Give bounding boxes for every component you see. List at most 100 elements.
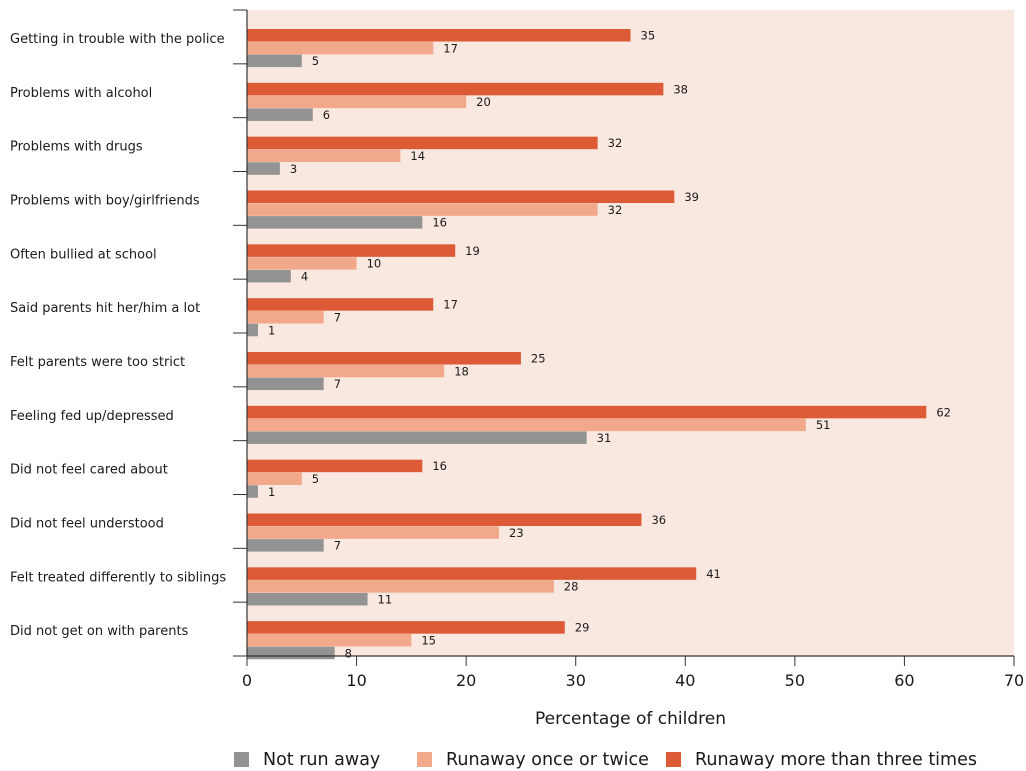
data-label: 51: [816, 418, 831, 432]
category-label: Problems with drugs: [10, 140, 143, 155]
bar: [247, 431, 587, 444]
bar: [247, 459, 423, 473]
data-label: 39: [684, 190, 699, 204]
category-label: Problems with alcohol: [10, 86, 152, 101]
bar: [247, 646, 335, 660]
bar: [247, 108, 313, 121]
data-label: 16: [432, 459, 447, 473]
bar: [247, 580, 554, 593]
category-label: Did not feel cared about: [10, 463, 168, 478]
bar: [247, 149, 401, 162]
bar: [247, 257, 357, 270]
bar: [247, 592, 368, 606]
x-tick-label: 30: [566, 671, 586, 690]
data-label: 29: [575, 621, 590, 635]
data-label: 8: [345, 646, 352, 660]
data-label: 11: [378, 592, 393, 606]
data-label: 35: [641, 29, 656, 43]
bar: [247, 298, 434, 311]
bar: [247, 621, 565, 634]
data-label: 4: [301, 269, 308, 283]
bar: [247, 352, 521, 365]
data-label: 31: [597, 431, 612, 445]
category-label: Getting in trouble with the police: [10, 32, 225, 47]
bar: [247, 323, 258, 337]
bar: [247, 472, 302, 485]
data-label: 16: [432, 216, 447, 230]
data-label: 14: [410, 149, 425, 163]
bar: [247, 526, 500, 539]
bar: [247, 82, 664, 96]
x-tick-label: 60: [894, 671, 914, 690]
bar: [247, 29, 631, 42]
data-label: 36: [651, 513, 666, 527]
bar: [247, 95, 467, 109]
category-label: Often bullied at school: [10, 247, 157, 262]
x-tick-label: 20: [456, 671, 476, 690]
x-tick-labels: 0 10 20 30 40 50 60 70: [242, 671, 1024, 690]
category-label: Did not get on with parents: [10, 624, 189, 639]
data-label: 7: [334, 310, 341, 324]
bar: [247, 244, 456, 257]
category-label: Feeling fed up/depressed: [10, 409, 174, 424]
bar: [247, 216, 423, 229]
data-label: 32: [608, 203, 623, 217]
x-tick-label: 50: [785, 671, 805, 690]
x-axis-title: Percentage of children: [535, 709, 726, 729]
data-label: 5: [312, 472, 319, 486]
bar: [247, 364, 445, 378]
bar: [247, 162, 280, 175]
bar: [247, 539, 324, 552]
data-label: 17: [443, 41, 458, 55]
bar: [247, 633, 412, 647]
bar: [247, 567, 697, 580]
data-label: 41: [706, 567, 721, 581]
data-label: 62: [936, 405, 951, 419]
data-label: 7: [334, 377, 341, 391]
legend: Not run away Runaway once or twice Runaway…: [234, 750, 977, 770]
bars: 3517538206321433932161910417712518762513…: [247, 29, 951, 660]
data-label: 5: [312, 54, 319, 68]
x-tick-label: 0: [242, 671, 252, 690]
data-label: 23: [509, 526, 524, 540]
x-tick-label: 40: [675, 671, 695, 690]
bar: [247, 136, 598, 150]
data-label: 18: [454, 364, 469, 378]
legend-label: Runaway once or twice: [446, 750, 649, 770]
bar: [247, 405, 927, 419]
legend-swatch: [234, 752, 249, 767]
category-label: Felt treated differently to siblings: [10, 570, 226, 585]
category-labels: Getting in trouble with the police Proble…: [10, 32, 226, 639]
data-label: 7: [334, 539, 341, 553]
bar: [247, 485, 258, 498]
legend-swatch: [666, 752, 681, 767]
data-label: 6: [323, 108, 330, 122]
data-label: 3: [290, 162, 297, 176]
category-label: Felt parents were too strict: [10, 355, 185, 370]
bar: [247, 377, 324, 391]
data-label: 20: [476, 95, 491, 109]
legend-swatch: [417, 752, 432, 767]
category-label: Did not feel understood: [10, 516, 164, 531]
category-label: Said parents hit her/him a lot: [10, 301, 200, 316]
data-label: 28: [564, 580, 579, 594]
legend-label: Runaway more than three times: [695, 750, 977, 770]
x-tick-label: 70: [1004, 671, 1024, 690]
legend-label: Not run away: [263, 750, 380, 770]
data-label: 32: [608, 136, 623, 150]
data-label: 1: [268, 323, 275, 337]
bar: [247, 41, 434, 55]
data-label: 1: [268, 485, 275, 499]
bar: [247, 513, 642, 526]
category-label: Problems with boy/girlfriends: [10, 193, 200, 208]
data-label: 10: [367, 257, 382, 271]
data-label: 15: [421, 633, 436, 647]
axes: [233, 9, 1015, 666]
bar: [247, 310, 324, 324]
data-label: 25: [531, 352, 546, 366]
bar: [247, 54, 302, 68]
bar: [247, 203, 598, 216]
x-tick-label: 10: [346, 671, 366, 690]
data-label: 17: [443, 298, 458, 312]
